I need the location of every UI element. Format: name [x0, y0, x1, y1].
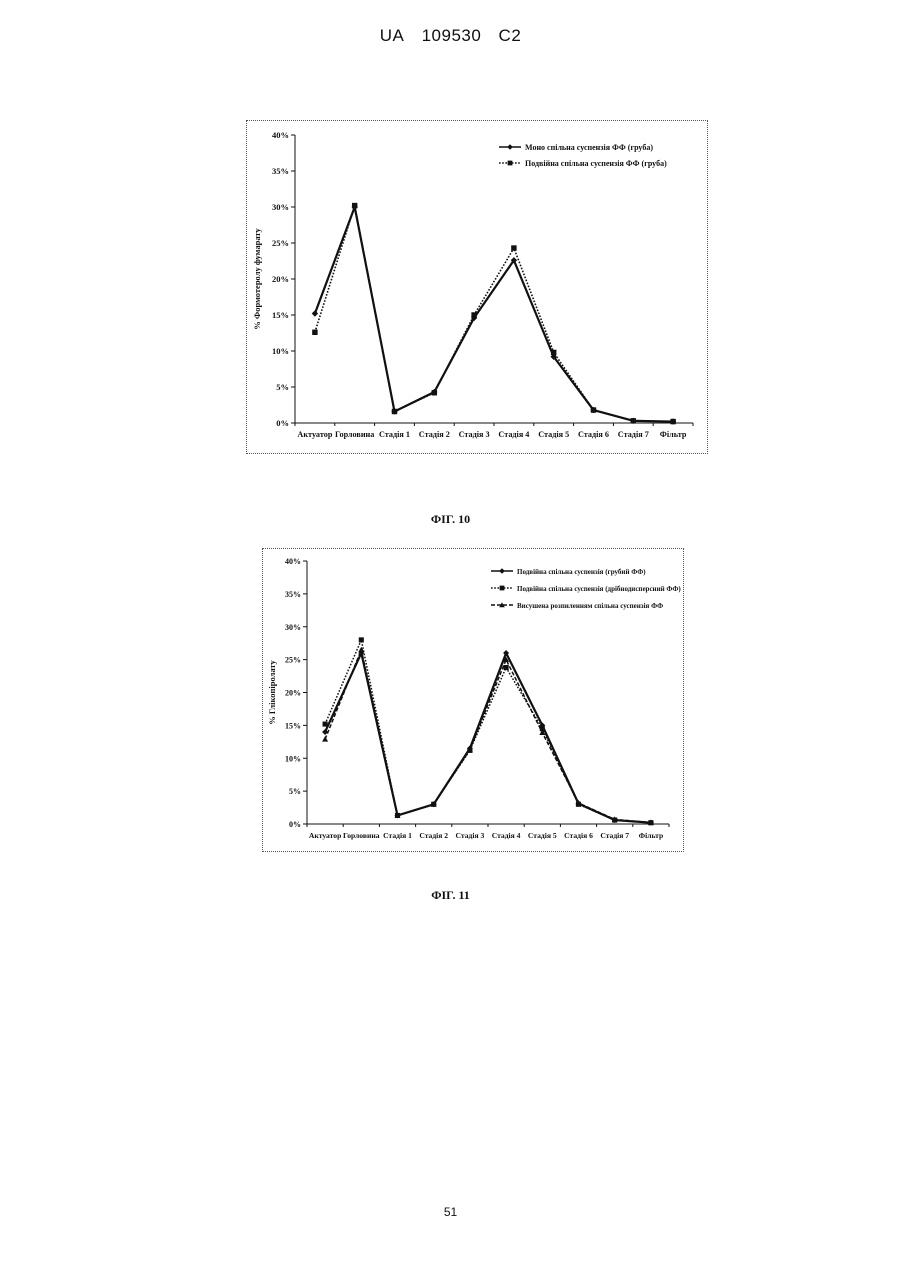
chart-fig10: 0% 5% 10% 15% 20% 25% 30% 35% 40% АктуаторГорлови… — [247, 121, 707, 453]
y-tick-label: 10% — [285, 754, 301, 763]
data-point — [392, 409, 397, 414]
data-point — [591, 407, 596, 412]
legend-marker — [500, 586, 505, 591]
data-point — [432, 390, 437, 395]
series-2 — [312, 203, 676, 424]
data-point — [471, 312, 476, 317]
series-line — [325, 650, 651, 823]
chart-frame-fig10: 0% 5% 10% 15% 20% 25% 30% 35% 40% АктуаторГорлови… — [246, 120, 708, 454]
data-point — [322, 736, 328, 741]
legend-label: Подвійна спільна суспензія ФФ (груба) — [525, 159, 667, 168]
x-tick-label: Стадія 3 — [459, 430, 490, 439]
series-3 — [322, 647, 654, 825]
patent-number: 109530 — [422, 26, 482, 45]
x-tick-label: Горловина — [335, 430, 374, 439]
x-tick-label: Актуатор — [297, 430, 332, 439]
y-tick-label: 30% — [272, 202, 289, 212]
data-point — [359, 637, 364, 642]
y-tick-label: 35% — [285, 590, 301, 599]
series-1 — [312, 204, 677, 425]
legend-label: Подвійна спільна суспензія (дрібнодиспер… — [517, 585, 681, 593]
country-code: UA — [380, 26, 405, 45]
x-tick-label: Стадія 1 — [383, 831, 412, 840]
legend-marker — [499, 568, 505, 574]
x-tick-label: Стадія 6 — [564, 831, 593, 840]
data-point — [312, 310, 318, 316]
data-point — [352, 203, 357, 208]
figure-caption-11: ФІГ. 11 — [0, 888, 901, 903]
x-tick-label: Фільтр — [639, 831, 664, 840]
y-tick-label: 40% — [285, 557, 301, 566]
x-tick-label: Фільтр — [660, 430, 687, 439]
data-point — [511, 245, 516, 250]
x-tick-label: Стадія 7 — [600, 831, 629, 840]
y-tick-label: 35% — [272, 166, 289, 176]
data-point — [551, 350, 556, 355]
y-tick-label: 20% — [285, 689, 301, 698]
y-tick-label: 0% — [276, 418, 289, 428]
y-tick-label: 30% — [285, 623, 301, 632]
y-tick-label: 40% — [272, 130, 289, 140]
x-tick-label: Стадія 6 — [578, 430, 609, 439]
y-tick-label: 0% — [289, 820, 301, 829]
x-tick-label: Стадія 1 — [379, 430, 410, 439]
x-tick-label: Стадія 2 — [419, 430, 450, 439]
x-tick-label: Стадія 4 — [498, 430, 529, 439]
y-tick-label: 5% — [289, 787, 301, 796]
data-point — [323, 722, 328, 727]
series-line — [325, 653, 651, 823]
y-tick-label: 25% — [285, 656, 301, 665]
legend-marker — [508, 161, 513, 166]
data-point — [670, 419, 675, 424]
y-tick-label: 20% — [272, 274, 289, 284]
x-tick-label: Стадія 5 — [538, 430, 569, 439]
kind-code: C2 — [499, 26, 522, 45]
x-tick-label: Стадія 3 — [456, 831, 485, 840]
data-point — [312, 330, 317, 335]
legend-label: Моно спільна суспензія ФФ (груба) — [525, 143, 653, 152]
y-tick-label: 15% — [285, 721, 301, 730]
series-1 — [322, 650, 654, 826]
series-line — [315, 206, 673, 422]
legend-label: Висушена розпиленням спільна суспензія Ф… — [517, 602, 663, 610]
y-tick-label: 10% — [272, 346, 289, 356]
axes: 0% 5% 10% 15% 20% 25% 30% 35% 40% АктуаторГорлови… — [267, 557, 669, 840]
series-line — [315, 207, 673, 422]
axes: 0% 5% 10% 15% 20% 25% 30% 35% 40% АктуаторГорлови… — [252, 130, 693, 439]
page-number: 51 — [0, 1205, 901, 1219]
x-tick-label: Стадія 7 — [618, 430, 649, 439]
patent-header: UA 109530 C2 — [0, 26, 901, 46]
series-line — [325, 640, 651, 823]
x-tick-label: Актуатор — [309, 831, 341, 840]
data-point — [504, 665, 509, 670]
x-tick-label: Стадія 2 — [419, 831, 448, 840]
chart-fig11: 0% 5% 10% 15% 20% 25% 30% 35% 40% АктуаторГорлови… — [263, 549, 683, 851]
legend: Моно спільна суспензія ФФ (груба) Подвійн… — [499, 143, 667, 168]
x-tick-label: Горловина — [343, 831, 380, 840]
chart-frame-fig11: 0% 5% 10% 15% 20% 25% 30% 35% 40% АктуаторГорлови… — [262, 548, 684, 852]
legend-marker — [507, 144, 513, 150]
legend-label: Подвійна спільна суспензія (грубий ФФ) — [517, 568, 646, 576]
y-tick-label: 15% — [272, 310, 289, 320]
data-point — [631, 418, 636, 423]
y-axis-title: % Формотеролу фумарату — [252, 228, 262, 330]
series-2 — [323, 637, 654, 825]
x-tick-label: Стадія 4 — [492, 831, 521, 840]
legend: Подвійна спільна суспензія (грубий ФФ) По… — [491, 568, 681, 610]
y-tick-label: 25% — [272, 238, 289, 248]
y-axis-title: % Глікопіролату — [267, 660, 277, 725]
y-tick-label: 5% — [276, 382, 289, 392]
figure-caption-10: ФІГ. 10 — [0, 512, 901, 527]
x-tick-label: Стадія 5 — [528, 831, 557, 840]
